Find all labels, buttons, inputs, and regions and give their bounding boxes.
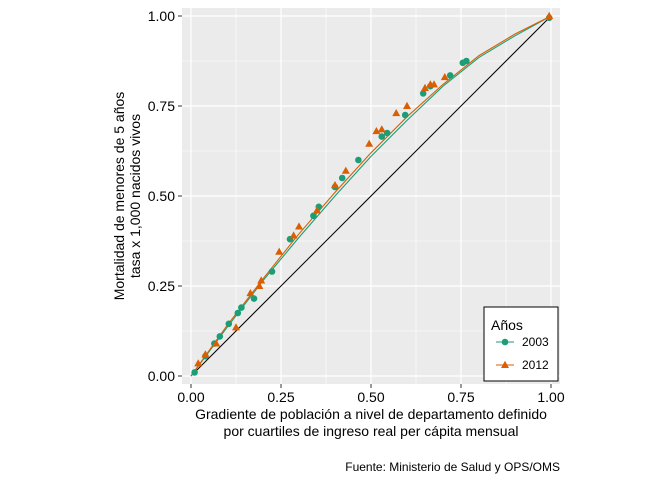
- point-2012: [232, 323, 240, 331]
- legend-box: [483, 306, 559, 382]
- point-2012: [255, 281, 264, 289]
- y-tick-label: 0.00: [148, 368, 175, 384]
- legend: Años 2003 2012: [483, 306, 559, 382]
- legend-title: Años: [491, 317, 523, 333]
- point-2012: [421, 83, 429, 91]
- fit-curve-2003: [190, 15, 552, 377]
- point-2003: [238, 304, 245, 311]
- point-2012: [392, 109, 401, 117]
- point-2012: [430, 80, 438, 88]
- point-2012: [341, 166, 350, 174]
- x-axis-label-line-2: por cuartiles de ingreso real per cápita…: [224, 423, 519, 439]
- point-2003: [401, 111, 409, 119]
- point-2003: [225, 320, 233, 328]
- data-points: [191, 11, 554, 376]
- legend-label-2012: 2012: [522, 358, 549, 372]
- point-2003: [378, 133, 386, 140]
- caption: Fuente: Ministerio de Salud y OPS/OMS: [345, 460, 560, 474]
- equality-line: [190, 15, 552, 377]
- y-axis-label-line-2: tasa x 1,000 nacidos vivos: [127, 114, 143, 278]
- y-tick-label: 0.50: [148, 188, 175, 204]
- x-tick-label: 0.75: [447, 389, 474, 405]
- y-axis-label: Mortalidad de menores de 5 años tasa x 1…: [111, 92, 143, 301]
- x-axis-label-line-1: Gradiente de población a nivel de depart…: [195, 406, 547, 422]
- point-2003: [250, 295, 258, 302]
- point-2012: [289, 231, 298, 239]
- point-2012: [313, 206, 321, 214]
- point-2012: [275, 247, 284, 255]
- y-axis-label-line-1: Mortalidad de menores de 5 años: [111, 92, 127, 301]
- point-2012: [246, 289, 255, 297]
- point-2012: [201, 350, 210, 358]
- point-2012: [194, 359, 203, 367]
- point-2003: [446, 72, 454, 79]
- point-2012: [331, 181, 339, 189]
- y-tick-label: 1.00: [148, 8, 175, 24]
- point-2003: [191, 369, 198, 376]
- x-tick-label: 1.00: [537, 389, 564, 405]
- point-2012: [403, 101, 411, 109]
- point-2012: [257, 276, 266, 284]
- x-tick-label: 0.50: [357, 389, 384, 405]
- legend-keys: [496, 338, 514, 368]
- x-tick-label: 0.25: [267, 389, 294, 405]
- point-2012: [365, 139, 374, 147]
- point-2003: [383, 129, 391, 137]
- point-2003: [234, 309, 242, 317]
- axes: 0.00 0.25 0.50 0.75 1.00 0.00 0.25 0.50 0.75 1.00: [148, 8, 565, 405]
- point-2012: [545, 11, 554, 19]
- point-2012: [212, 339, 221, 347]
- point-2003: [268, 268, 276, 275]
- point-2003: [216, 333, 224, 340]
- point-2012: [440, 73, 449, 81]
- y-tick-label: 0.25: [148, 278, 175, 294]
- point-2012: [372, 127, 381, 135]
- point-2012: [377, 125, 386, 133]
- point-2003: [310, 212, 317, 220]
- point-2003: [355, 156, 362, 164]
- y-tick-label: 0.75: [148, 98, 175, 114]
- point-2003: [338, 174, 346, 182]
- legend-key-marker-2003: [501, 338, 509, 346]
- x-tick-label: 0.00: [177, 389, 204, 405]
- legend-key-marker-2012: [501, 360, 509, 368]
- point-2003: [463, 57, 470, 65]
- legend-label-2003: 2003: [522, 335, 549, 349]
- point-2003: [419, 90, 427, 97]
- point-2012: [295, 222, 303, 230]
